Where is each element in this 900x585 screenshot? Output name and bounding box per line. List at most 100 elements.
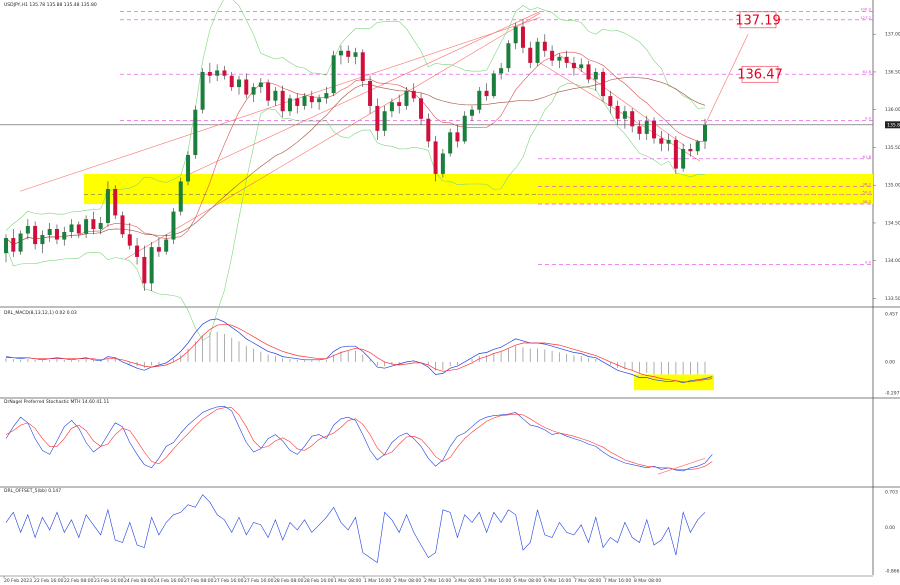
- time-axis: 20 Feb 2023 22 Feb 16:00 22 Feb 08:00 23 Fe…: [0, 575, 873, 584]
- candle-body: [389, 102, 394, 112]
- candle-body: [287, 98, 292, 112]
- price-tick-label: 134.50: [885, 220, 900, 226]
- candle-body: [557, 56, 562, 61]
- candle-body: [324, 93, 329, 99]
- candle-body: [477, 90, 482, 110]
- candle-body: [353, 52, 358, 57]
- candle-body: [98, 222, 103, 229]
- candle-body: [579, 64, 584, 69]
- candle-body: [251, 87, 256, 95]
- candle-body: [404, 90, 409, 106]
- candle-body: [164, 239, 169, 252]
- drl-offset-pane[interactable]: DRL_OFFSET_5(bb) 0.147 0.703 0.00 -0.866: [4, 488, 900, 575]
- candle-body: [681, 148, 686, 169]
- time-tick-label: 2 Mar 08:00: [394, 578, 421, 584]
- drl-tick-label: -0.866: [885, 569, 900, 575]
- candle-body: [84, 219, 89, 234]
- candle-body: [149, 247, 154, 284]
- trend-line: [559, 55, 686, 147]
- candle-body: [25, 225, 30, 234]
- support-zone: [84, 173, 873, 205]
- time-tick-label: 8 Mar 08:00: [634, 578, 661, 584]
- candle-body: [338, 50, 343, 56]
- candle-body: [4, 238, 8, 254]
- candle-body: [54, 228, 59, 240]
- candle-body: [156, 247, 161, 252]
- time-tick-label: 22 Feb 08:00: [64, 578, 94, 584]
- candle-body: [622, 111, 627, 119]
- price-tick-label: 135.50: [885, 145, 900, 151]
- candle-body: [550, 50, 555, 61]
- stochastic-k-line: [5, 405, 713, 472]
- candle-body: [593, 71, 598, 80]
- price-tick-label: 136.50: [885, 69, 900, 75]
- fib-level-label: 127.2: [860, 15, 871, 20]
- fib-level-label: 50.0: [863, 189, 872, 194]
- candle-body: [244, 79, 249, 95]
- candle-body: [69, 224, 74, 233]
- candle-body: [484, 90, 489, 97]
- stochastic-pane[interactable]: DrNagel Preferred Stochastic MTH 14.60 4…: [0, 399, 900, 488]
- candle-body: [703, 124, 707, 142]
- candle-body: [615, 105, 620, 119]
- candle-body: [637, 126, 642, 134]
- candle-body: [542, 41, 547, 51]
- candle-body: [411, 90, 416, 99]
- macd-highlight-zone: [634, 374, 714, 391]
- candle-body: [215, 70, 220, 76]
- candle-body: [47, 228, 52, 236]
- candle-body: [440, 153, 445, 174]
- time-tick-label: 24 Feb 08:00: [124, 578, 154, 584]
- candle-body: [105, 188, 110, 223]
- candle-body: [346, 50, 351, 57]
- fib-level-label: 61.8: [863, 154, 872, 159]
- time-tick-label: 27 Feb 08:00: [184, 578, 214, 584]
- stochastic-d-line: [5, 407, 713, 470]
- drl-title: DRL_OFFSET_5(bb) 0.147: [4, 488, 61, 494]
- candle-body: [564, 56, 569, 63]
- target-label-box: [739, 11, 777, 29]
- current-price-label: 135.80: [887, 122, 900, 128]
- candle-body: [695, 141, 700, 152]
- trend-line: [124, 12, 541, 260]
- candle-body: [207, 71, 212, 76]
- candle-body: [11, 238, 16, 252]
- candle-body: [506, 43, 511, 69]
- candle-body: [142, 256, 147, 284]
- candle-body: [186, 155, 191, 182]
- candle-body: [586, 64, 591, 80]
- candle-body: [280, 90, 285, 112]
- candle-body: [302, 96, 307, 106]
- target-label-box: [741, 65, 779, 83]
- stochastic-trend-line: [657, 457, 706, 475]
- macd-pane[interactable]: DRL_MACD(8,13,12,1) 0.02 0.03 0.457 0.00 -…: [0, 310, 900, 399]
- candle-body: [513, 26, 518, 44]
- candle-body: [426, 118, 431, 142]
- target-label: 137.19: [735, 13, 781, 28]
- candle-body: [91, 219, 96, 229]
- time-tick-label: 1 Mar 16:00: [364, 578, 391, 584]
- trend-line: [19, 17, 541, 192]
- time-tick-label: 28 Feb 16:00: [304, 578, 334, 584]
- candle-body: [200, 71, 205, 110]
- candle-body: [222, 70, 227, 76]
- bollinger-upper: [5, 0, 706, 231]
- candle-body: [360, 52, 365, 82]
- candle-body: [33, 225, 38, 245]
- trend-line: [539, 62, 701, 162]
- symbol-header: USDJPY,H1 135.78 135.88 135.48 135.80: [4, 2, 97, 8]
- target-label: 136.47: [737, 68, 783, 83]
- time-tick-label: 7 Mar 16:00: [604, 578, 631, 584]
- candle-body: [229, 75, 234, 88]
- candle-body: [76, 224, 81, 234]
- candle-body: [571, 62, 576, 69]
- candle-body: [528, 47, 533, 63]
- drl-tick-label: 0.00: [885, 525, 895, 531]
- candle-body: [652, 121, 657, 139]
- candle-body: [273, 90, 278, 101]
- time-tick-label: 22 Feb 16:00: [34, 578, 64, 584]
- fib-level-label: 0.0: [865, 115, 872, 120]
